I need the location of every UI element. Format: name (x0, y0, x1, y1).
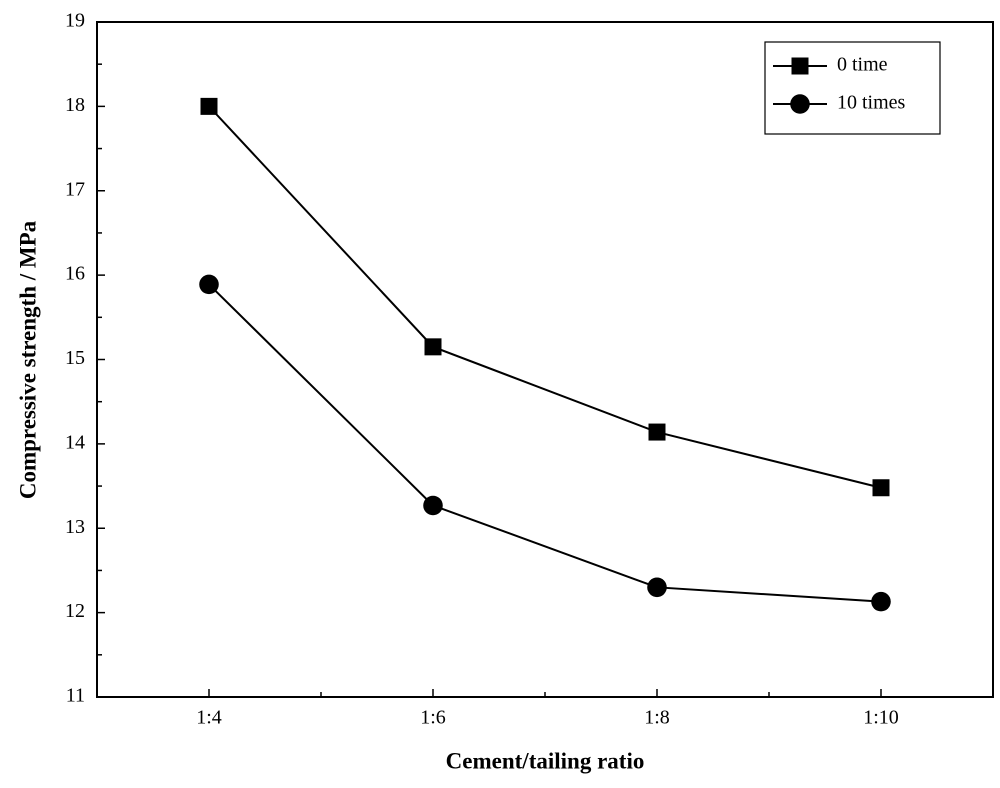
marker (871, 591, 891, 612)
y-tick-label: 16 (65, 263, 85, 285)
marker (200, 97, 218, 115)
y-tick-label: 14 (65, 431, 85, 453)
series-line (208, 105, 882, 489)
x-tick-label: 1:4 (196, 707, 222, 729)
marker (423, 495, 443, 516)
y-axis-label: Compressive strength / MPa (15, 220, 40, 499)
x-axis-label: Cement/tailing ratio (446, 748, 645, 773)
x-tick-label: 1:6 (420, 707, 446, 729)
x-tick-label: 1:8 (644, 707, 670, 729)
y-tick-label: 12 (65, 600, 85, 622)
series-line (208, 283, 882, 603)
y-tick-label: 17 (65, 178, 85, 200)
y-tick-label: 18 (65, 94, 85, 116)
marker (790, 94, 810, 114)
marker (791, 57, 809, 75)
y-tick-label: 15 (65, 347, 85, 369)
y-tick-label: 19 (65, 10, 85, 32)
x-tick-label: 1:10 (863, 707, 899, 729)
marker (424, 338, 442, 356)
legend-box (764, 41, 941, 135)
marker (199, 274, 219, 295)
legend-label: 0 time (837, 54, 888, 76)
legend-label: 10 times (837, 92, 906, 114)
marker (647, 577, 667, 598)
y-tick-label: 13 (65, 516, 85, 538)
marker (872, 479, 890, 497)
marker (648, 423, 666, 441)
y-tick-label: 11 (66, 685, 85, 707)
